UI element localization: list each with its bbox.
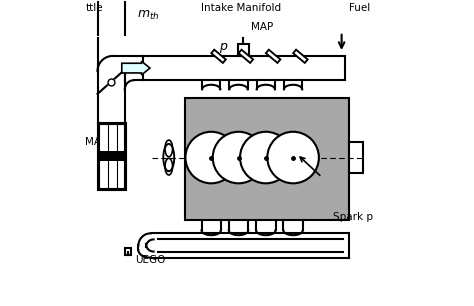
Text: ttle: ttle	[85, 3, 103, 13]
Circle shape	[213, 132, 264, 183]
Text: $m_{th}$: $m_{th}$	[137, 9, 159, 22]
Circle shape	[185, 132, 237, 183]
Polygon shape	[211, 50, 226, 63]
Ellipse shape	[165, 140, 173, 157]
Bar	[98, 151, 125, 161]
Polygon shape	[238, 50, 253, 63]
Bar	[349, 142, 363, 173]
Bar	[185, 99, 349, 220]
Ellipse shape	[165, 158, 173, 175]
Polygon shape	[266, 50, 281, 63]
Polygon shape	[293, 50, 308, 63]
FancyArrow shape	[122, 61, 150, 75]
Text: Spark p: Spark p	[333, 212, 373, 222]
Text: Fuel: Fuel	[349, 3, 371, 13]
Bar	[98, 123, 125, 189]
Bar	[237, 44, 248, 56]
Circle shape	[240, 132, 292, 183]
Text: MAP: MAP	[251, 22, 273, 32]
Circle shape	[267, 132, 319, 183]
Text: UEGO: UEGO	[136, 255, 166, 265]
Text: p: p	[219, 40, 227, 53]
Text: MAF: MAF	[85, 137, 107, 147]
Text: Intake Manifold: Intake Manifold	[201, 3, 281, 13]
Bar	[125, 248, 131, 255]
